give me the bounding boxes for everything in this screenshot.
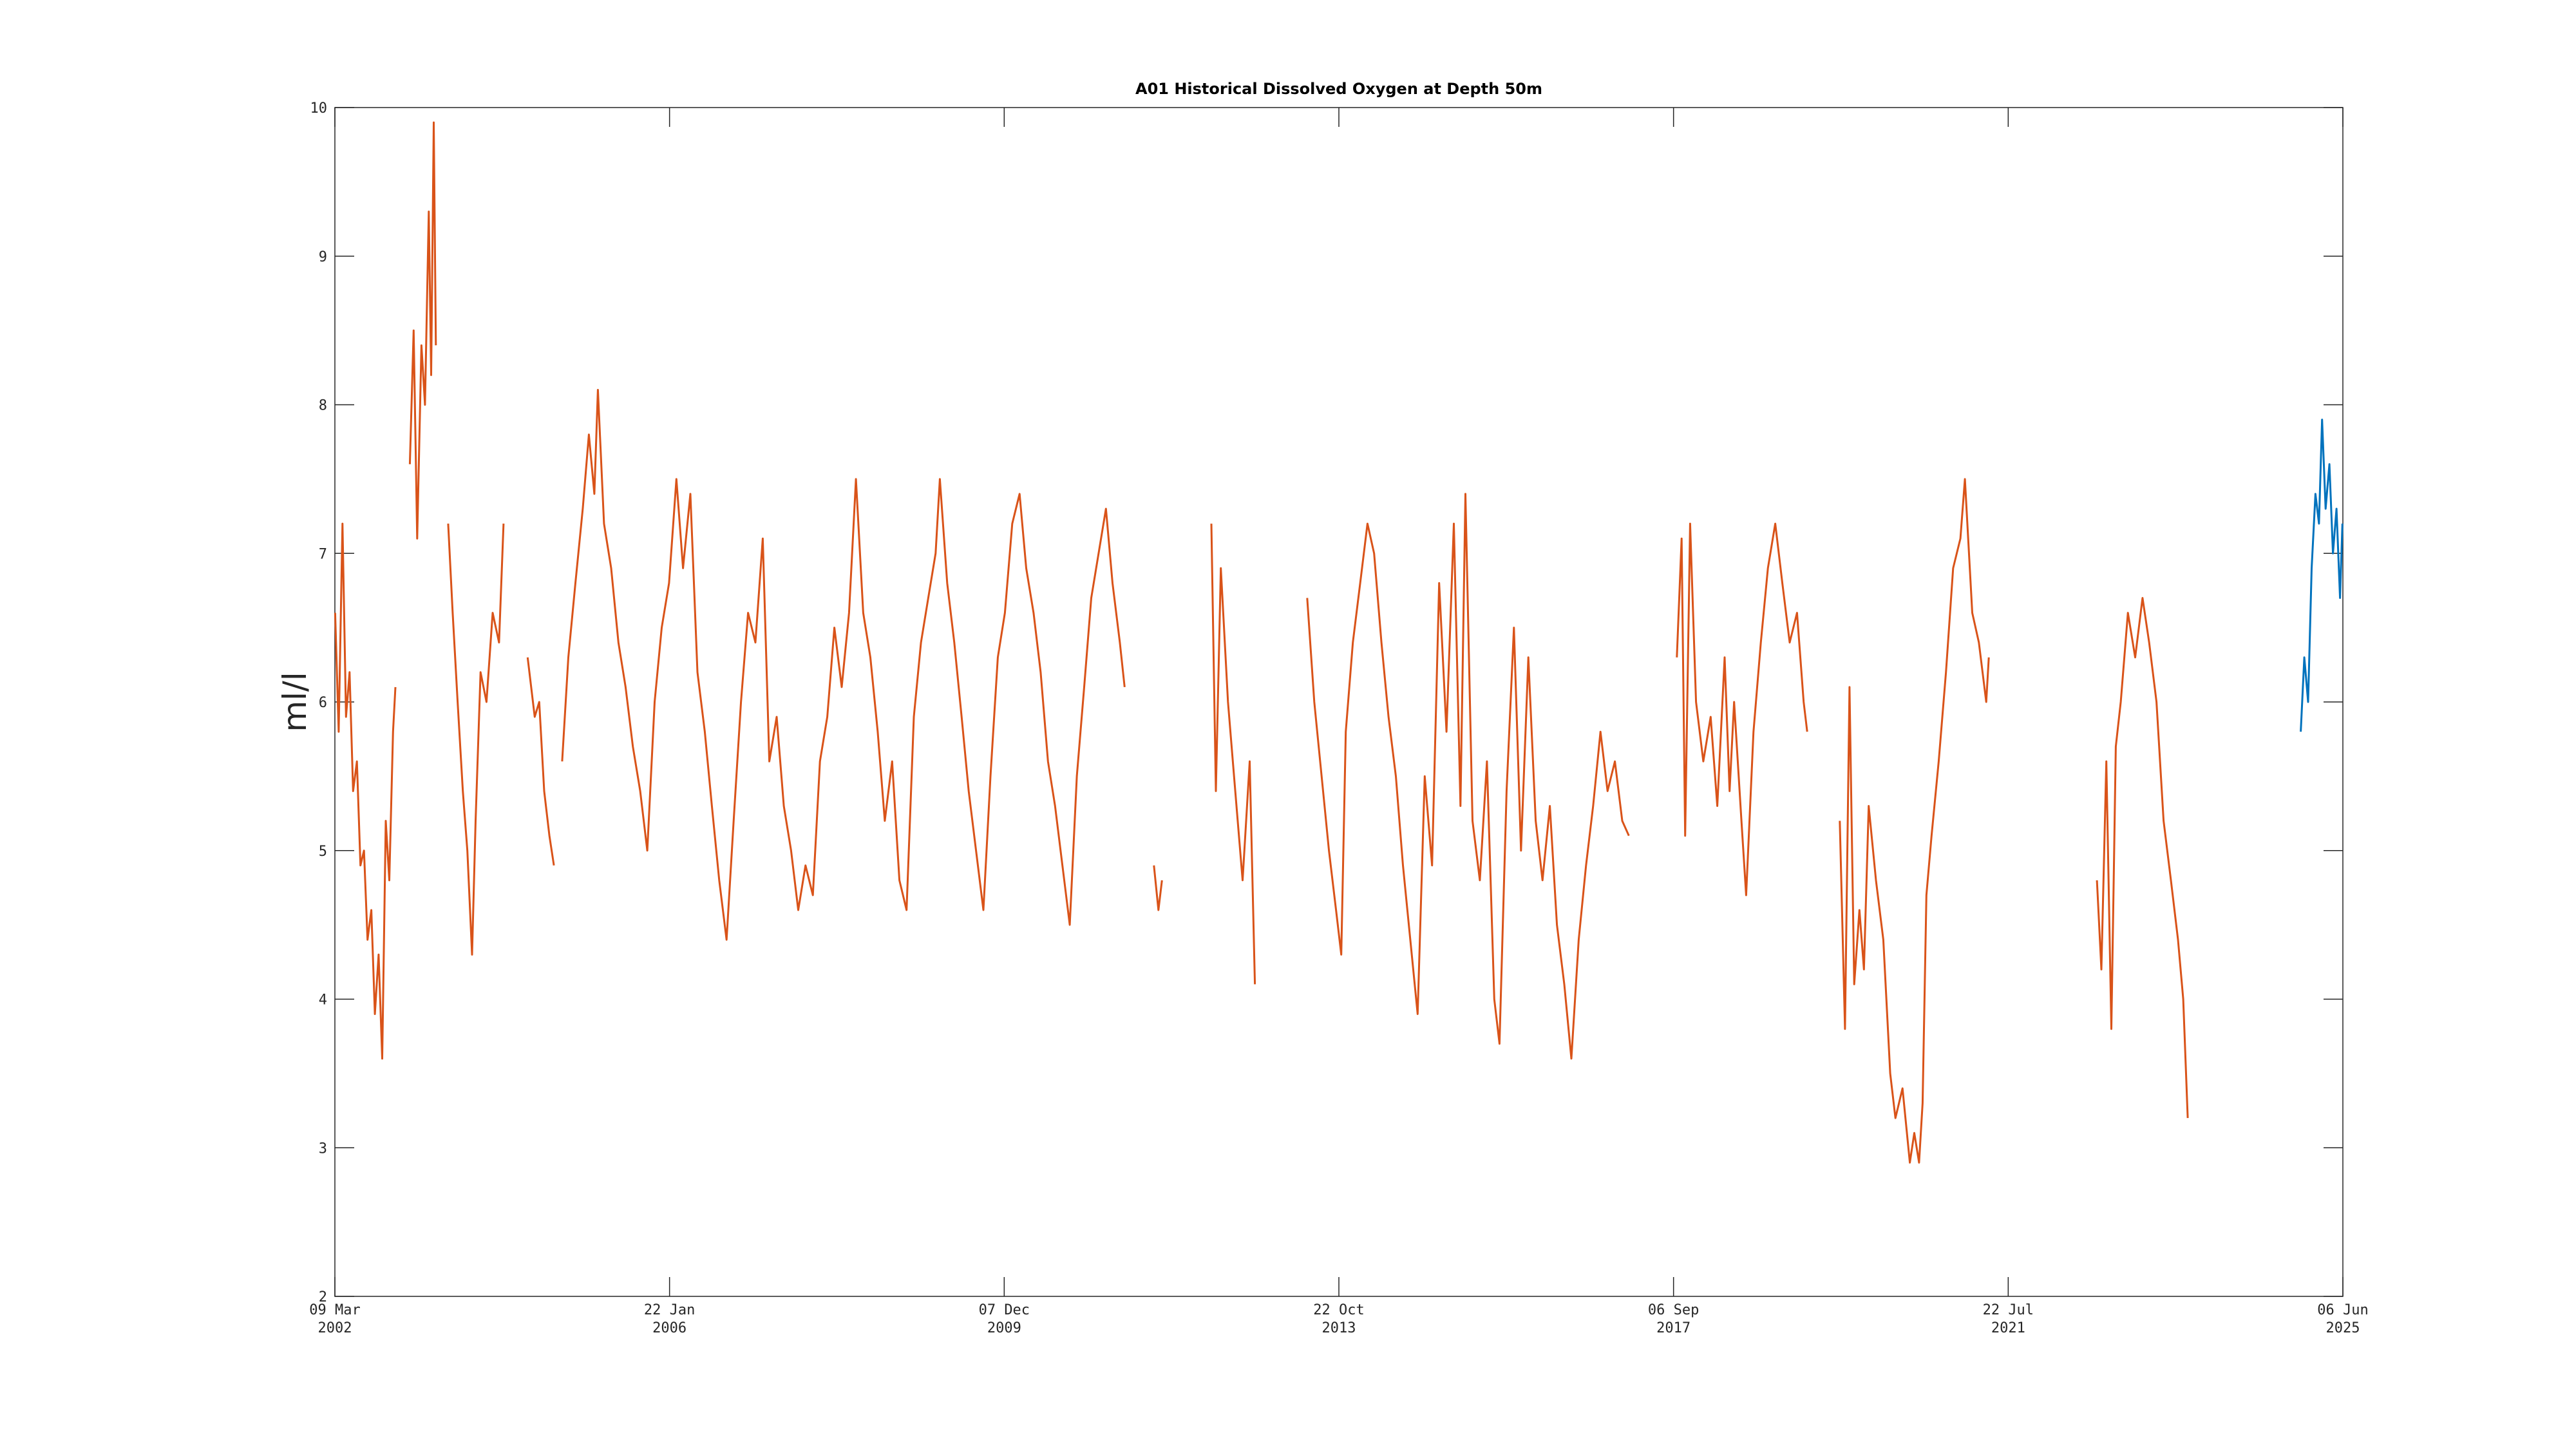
- x-tick-label-line: 2013: [1322, 1320, 1356, 1336]
- x-tick-label: 22 Jan 2006: [644, 1302, 695, 1336]
- y-tick-label: 5: [319, 844, 327, 860]
- y-tick-label: 6: [319, 695, 327, 711]
- x-tick-label-line: 2002: [318, 1320, 352, 1336]
- x-tick-label-line: 2006: [652, 1320, 687, 1336]
- y-tick-label: 4: [319, 992, 327, 1009]
- x-tick-label-line: 22 Jan: [644, 1302, 695, 1318]
- y-tick-label: 7: [319, 546, 327, 562]
- x-tick-label: 07 Dec 2009: [979, 1302, 1030, 1336]
- x-tick-label: 22 Jul 2021: [1983, 1302, 2034, 1336]
- data-line: [334, 121, 2189, 1164]
- x-tick-label-line: 09 Mar: [309, 1302, 360, 1318]
- x-tick-label: 06 Sep 2017: [1648, 1302, 1699, 1336]
- data-line: [2300, 419, 2344, 732]
- x-tick-label-line: 2017: [1656, 1320, 1690, 1336]
- y-tick-label: 2: [319, 1289, 327, 1305]
- x-tick-label-line: 22 Jul: [1983, 1302, 2034, 1318]
- chart-title: A01 Historical Dissolved Oxygen at Depth…: [1135, 80, 1542, 98]
- x-tick-label-line: 2025: [2326, 1320, 2360, 1336]
- y-tick-label: 3: [319, 1141, 327, 1157]
- x-tick-label: 09 Mar 2002: [309, 1302, 360, 1336]
- x-tick-label-line: 22 Oct: [1313, 1302, 1364, 1318]
- x-tick-label-line: 07 Dec: [979, 1302, 1030, 1318]
- x-tick-label-line: 2021: [1991, 1320, 2025, 1336]
- y-tick-label: 8: [319, 398, 327, 414]
- x-tick-label: 06 Jun 2025: [2317, 1302, 2368, 1336]
- x-tick-label-line: 06 Jun: [2317, 1302, 2368, 1318]
- x-tick-label-line: 06 Sep: [1648, 1302, 1699, 1318]
- y-axis-label: ml/l: [276, 672, 314, 732]
- y-tick-label: 10: [310, 100, 328, 117]
- x-tick-label: 22 Oct 2013: [1313, 1302, 1364, 1336]
- x-tick-label-line: 2009: [987, 1320, 1021, 1336]
- y-tick-label: 9: [319, 249, 327, 265]
